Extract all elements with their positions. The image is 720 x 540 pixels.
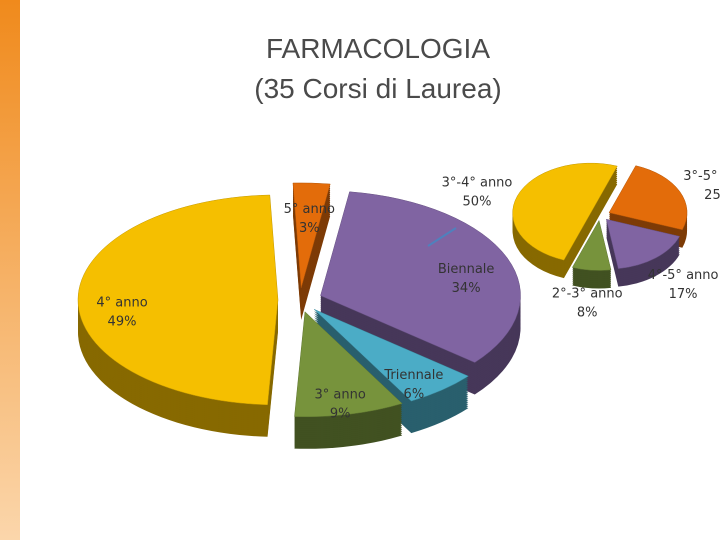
slice-value-label: 3% — [299, 221, 320, 236]
slice-value-label: 50% — [463, 195, 492, 210]
title: FARMACOLOGIA — [266, 33, 490, 64]
connector-arrow — [427, 227, 457, 247]
side-band — [0, 0, 20, 540]
slice-value-label: 25% — [704, 188, 720, 203]
slice-category-label: 2°-3° anno — [552, 287, 623, 302]
pie-slice — [77, 194, 279, 406]
pie-slice — [608, 165, 688, 231]
slice-value-label: 34% — [452, 281, 481, 296]
pie-slice — [512, 162, 618, 261]
slice-value-label: 8% — [577, 306, 598, 321]
slice-value-label: 17% — [669, 287, 698, 302]
slice-category-label: 4°-5° anno — [648, 268, 719, 283]
pie-slice — [571, 219, 612, 271]
pie-slice — [320, 191, 521, 363]
pie-slice — [294, 311, 403, 418]
slice-category-label: 3°-4° anno — [442, 176, 513, 191]
slice-category-label: 4° anno — [96, 295, 147, 310]
slice-category-label: 5° anno — [284, 202, 335, 217]
pie-slice — [313, 309, 469, 402]
slice-category-label: 3° anno — [315, 388, 366, 403]
slice-value-label: 49% — [108, 314, 137, 329]
slice-category-label: 3°-5° anno — [683, 169, 720, 184]
pie-slice — [292, 182, 331, 288]
slice-category-label: Biennale — [438, 262, 495, 277]
slice-value-label: 6% — [404, 387, 425, 402]
slice-category-label: Triennale — [383, 368, 443, 383]
subtitle: (35 Corsi di Laurea) — [254, 73, 501, 104]
charts: 4° anno 49% 5° anno 3% Biennale 34% Triennale 6… — [77, 162, 720, 449]
pie-slice — [606, 218, 681, 269]
slice-value-label: 9% — [330, 407, 351, 422]
